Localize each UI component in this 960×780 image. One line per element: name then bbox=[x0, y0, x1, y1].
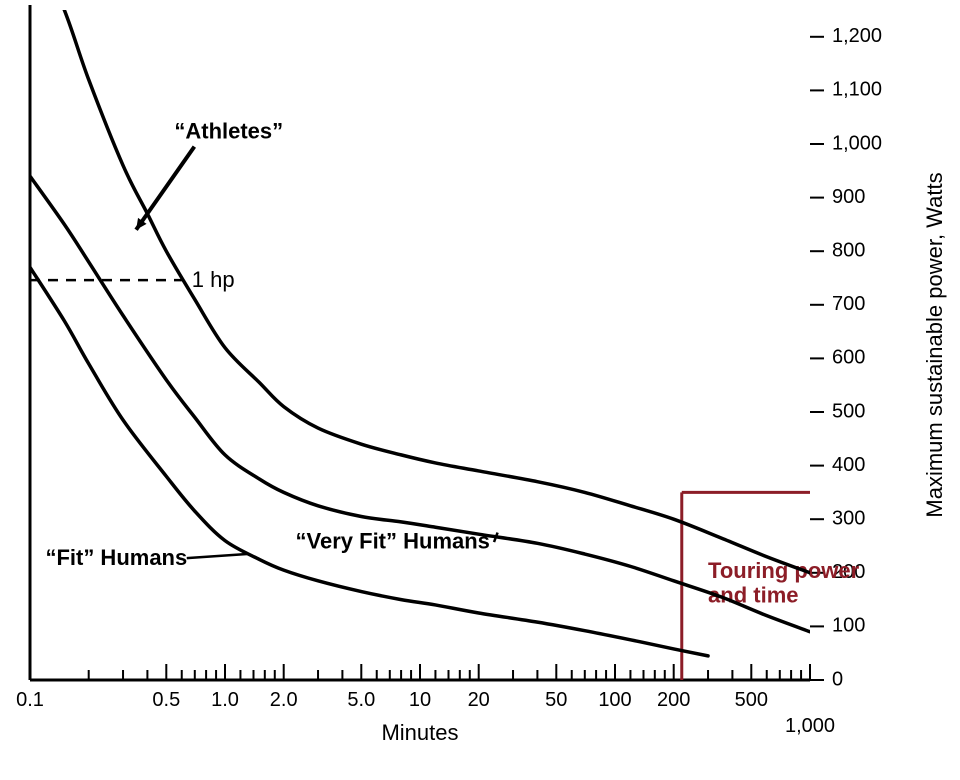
y-tick-label: 900 bbox=[832, 186, 865, 208]
y-axis-label: Maximum sustainable power, Watts bbox=[922, 172, 947, 517]
y-tick-label: 500 bbox=[832, 400, 865, 422]
x-tick-label: 5.0 bbox=[347, 689, 375, 711]
x-tick-label: 1.0 bbox=[211, 689, 239, 711]
hp-label: 1 hp bbox=[192, 267, 235, 292]
y-tick-label: 600 bbox=[832, 347, 865, 369]
y-tick-label: 300 bbox=[832, 507, 865, 529]
x-tick-label: 500 bbox=[735, 689, 768, 711]
y-tick-label: 1,100 bbox=[832, 79, 882, 101]
y-tick-label: 400 bbox=[832, 454, 865, 476]
x-tick-label: 20 bbox=[468, 689, 490, 711]
athletes-label: “Athletes” bbox=[174, 119, 283, 144]
x-tick-label: 200 bbox=[657, 689, 690, 711]
x-tick-label: 0.5 bbox=[152, 689, 180, 711]
y-tick-label: 1,000 bbox=[832, 132, 882, 154]
chart-container: 0 100 200 300 400 500 600 700 800 900 1,000 1,100 1,… bbox=[0, 0, 960, 780]
very-fit-label: “Very Fit” Humans bbox=[296, 529, 490, 554]
x-tick-label: 50 bbox=[545, 689, 567, 711]
x-tick-label: 100 bbox=[598, 689, 631, 711]
power-duration-chart: 0 100 200 300 400 500 600 700 800 900 1,000 1,100 1,… bbox=[0, 0, 960, 780]
y-tick-label: 1,200 bbox=[832, 25, 882, 47]
y-tick-label: 100 bbox=[832, 615, 865, 637]
x-tick-label: 2.0 bbox=[270, 689, 298, 711]
fit-label: “Fit” Humans bbox=[45, 545, 187, 570]
y-tick-label: 800 bbox=[832, 239, 865, 261]
y-tick-label: 0 bbox=[832, 668, 843, 690]
x-axis-label: Minutes bbox=[381, 720, 458, 745]
y-tick-label: 700 bbox=[832, 293, 865, 315]
x-tick-label: 0.1 bbox=[16, 689, 44, 711]
x-tick-label: 10 bbox=[409, 689, 431, 711]
x-tick-label: 1,000 bbox=[785, 715, 835, 737]
